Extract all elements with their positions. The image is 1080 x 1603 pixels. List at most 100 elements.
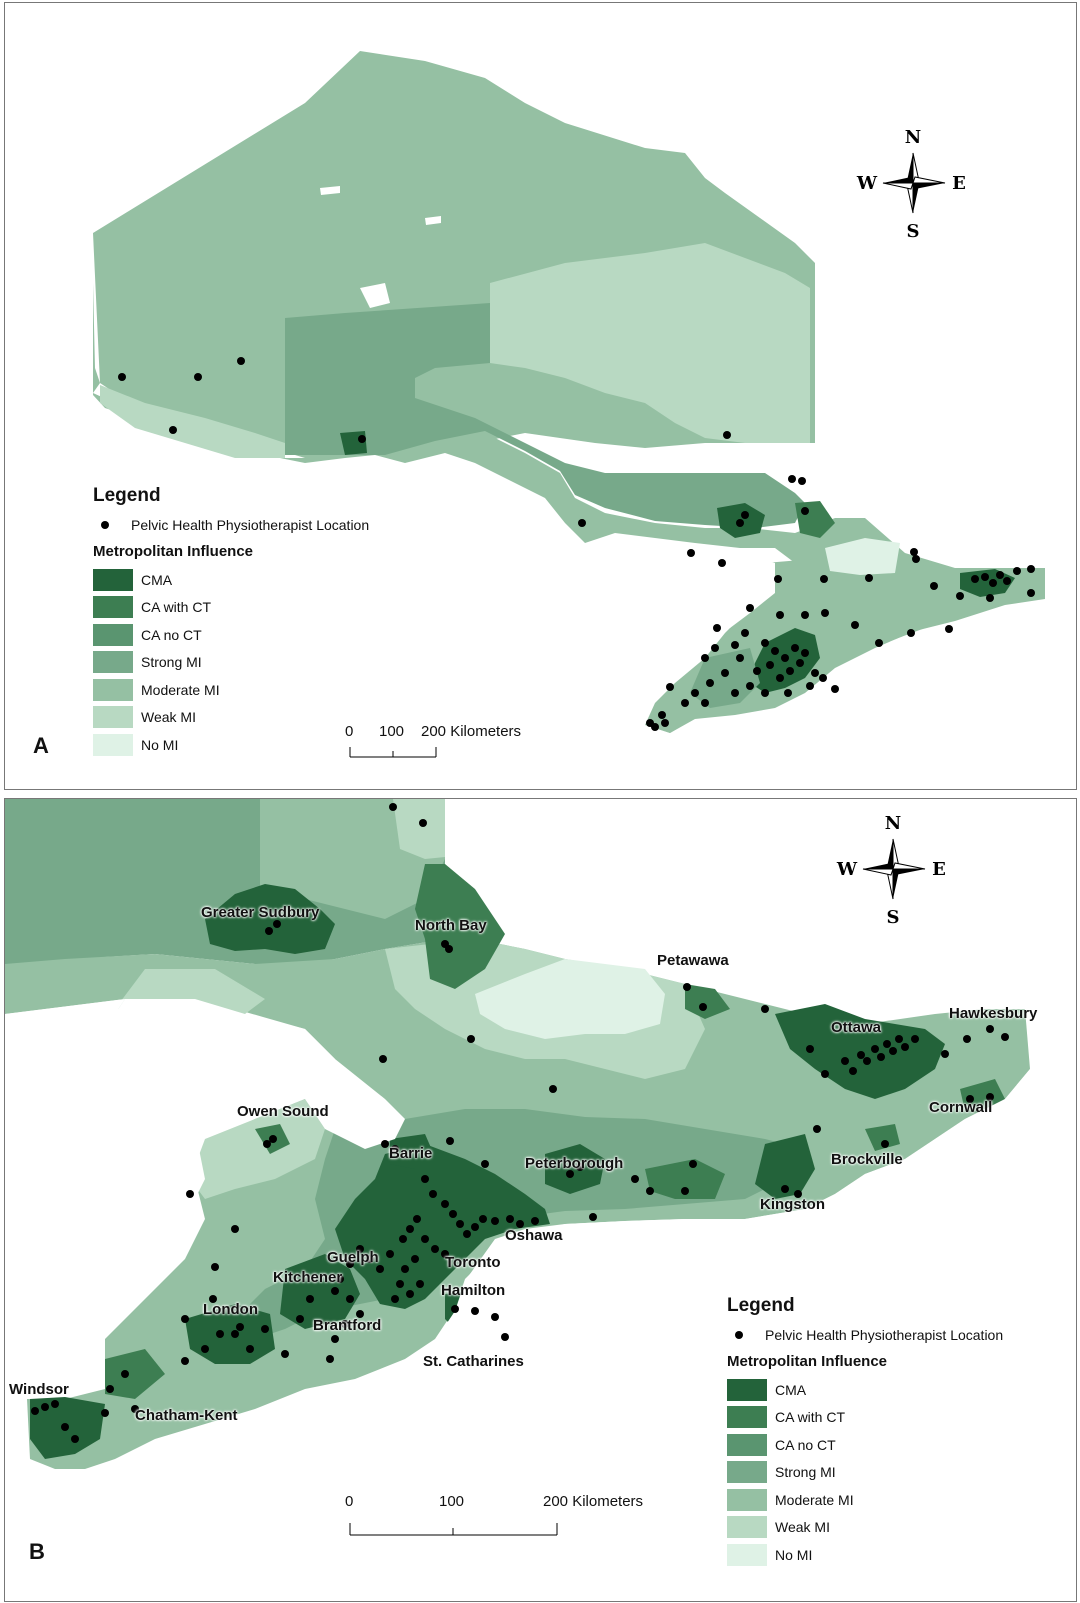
small-lake-2 bbox=[425, 216, 441, 225]
physio-locations-b bbox=[31, 803, 1009, 1443]
legend-swatch bbox=[93, 651, 133, 674]
ca-chatham-kent-b bbox=[105, 1349, 165, 1399]
map-panel-b: Greater Sudbury North Bay Petawawa Ottaw… bbox=[4, 798, 1077, 1602]
legend-b: Legend Pelvic Health Physiotherapist Loc… bbox=[727, 1295, 1003, 1569]
panel-label-b: B bbox=[29, 1539, 45, 1564]
legend-item: Weak MI bbox=[727, 1514, 1003, 1542]
legend-item: CMA bbox=[727, 1376, 1003, 1404]
legend-swatch bbox=[727, 1488, 767, 1511]
scale-bar-a: 0 100 200 Kilometers bbox=[345, 723, 545, 763]
city-label-st-catharines: St. Catharines bbox=[423, 1353, 524, 1370]
point-symbol bbox=[735, 1331, 743, 1339]
legend-item-label: CMA bbox=[141, 571, 173, 588]
legend-item-label: Weak MI bbox=[141, 709, 196, 726]
city-label-london: London bbox=[203, 1301, 258, 1318]
legend-point-label: Pelvic Health Physiotherapist Location bbox=[765, 1327, 1004, 1343]
cma-kitchener-b bbox=[280, 1254, 360, 1329]
legend-swatch bbox=[93, 623, 133, 646]
compass-w-label: W bbox=[836, 859, 858, 880]
physio-locations-a bbox=[118, 357, 1035, 731]
cma-greater-sudbury bbox=[205, 884, 335, 954]
city-label-guelph: Guelph bbox=[327, 1249, 379, 1266]
compass-rose-b: N S W E bbox=[836, 813, 946, 927]
scale-tick-0: 0 bbox=[345, 1493, 354, 1510]
compass-e-label: E bbox=[952, 173, 966, 194]
ca-petawawa-b bbox=[685, 984, 730, 1019]
legend-item-label: Strong MI bbox=[775, 1464, 836, 1481]
scale-tick-200: 200 Kilometers bbox=[543, 1493, 644, 1510]
legend-item: Moderate MI bbox=[727, 1486, 1003, 1514]
city-label-brockville: Brockville bbox=[831, 1151, 903, 1168]
city-label-petawawa: Petawawa bbox=[657, 952, 729, 969]
legend-swatch bbox=[93, 596, 133, 619]
legend-swatch bbox=[93, 568, 133, 591]
legend-item: No MI bbox=[727, 1541, 1003, 1569]
city-label-cornwall: Cornwall bbox=[929, 1099, 993, 1116]
scale-tick-0: 0 bbox=[345, 723, 354, 740]
small-lake bbox=[320, 186, 340, 195]
compass-n-label: N bbox=[885, 813, 901, 834]
cma-gta-b bbox=[335, 1144, 550, 1309]
city-label-barrie: Barrie bbox=[389, 1145, 433, 1162]
legend-title: Legend bbox=[727, 1295, 795, 1316]
ca-belleville-b bbox=[645, 1159, 725, 1199]
compass-e-label: E bbox=[932, 859, 946, 880]
southern-ontario-map-b bbox=[5, 799, 1076, 1601]
legend-a: Legend Pelvic Health Physiotherapist Loc… bbox=[93, 485, 369, 759]
lake-nipigon bbox=[360, 283, 390, 308]
legend-item-label: CA with CT bbox=[141, 599, 212, 616]
city-label-hawkesbury: Hawkesbury bbox=[949, 1005, 1038, 1022]
panel-label-a: A bbox=[33, 733, 49, 758]
scale-line-b bbox=[349, 1523, 558, 1536]
legend-swatch bbox=[727, 1543, 767, 1566]
map-panel-a: N S W E Legend Pelvic Health Physiothera… bbox=[4, 2, 1077, 790]
legend-subtitle: Metropolitan Influence bbox=[727, 1353, 888, 1370]
legend-swatch bbox=[727, 1378, 767, 1401]
legend-swatch bbox=[727, 1516, 767, 1539]
legend-item: No MI bbox=[93, 731, 369, 759]
legend-item-label: CA no CT bbox=[141, 626, 202, 643]
weak-mi-region-west bbox=[100, 385, 285, 458]
legend-item-label: CA no CT bbox=[775, 1436, 836, 1453]
legend-swatch bbox=[727, 1433, 767, 1456]
north-weak-mi-b bbox=[393, 799, 445, 859]
legend-item-label: Moderate MI bbox=[141, 681, 220, 698]
legend-point-row: Pelvic Health Physiotherapist Location bbox=[93, 517, 369, 533]
legend-item-label: Moderate MI bbox=[775, 1491, 854, 1508]
scale-tick-100: 100 bbox=[379, 723, 405, 740]
legend-title: Legend bbox=[93, 485, 161, 506]
legend-swatch bbox=[93, 678, 133, 701]
city-label-north-bay: North Bay bbox=[415, 917, 487, 934]
legend-item: CA no CT bbox=[727, 1431, 1003, 1459]
compass-n-label: N bbox=[905, 127, 921, 148]
legend-item: Moderate MI bbox=[93, 676, 369, 704]
compass-w-label: W bbox=[856, 173, 878, 194]
legend-item: Weak MI bbox=[93, 704, 369, 732]
city-label-oshawa: Oshawa bbox=[505, 1227, 563, 1244]
point-symbol bbox=[101, 521, 109, 529]
city-label-chatham-kent: Chatham-Kent bbox=[135, 1407, 238, 1424]
scale-line-a bbox=[349, 747, 437, 758]
weak-mi-region-north bbox=[490, 243, 810, 443]
cma-barrie-b bbox=[390, 1134, 435, 1169]
cma-kingston-b bbox=[755, 1134, 815, 1199]
legend-subtitle: Metropolitan Influence bbox=[93, 543, 254, 560]
no-mi-region bbox=[825, 538, 900, 575]
legend-items-a: CMA CA with CT CA no CT Strong MI Moderate M… bbox=[93, 566, 369, 759]
scale-bar-b: 0 100 200 Kilometers bbox=[345, 1493, 675, 1543]
legend-item: Strong MI bbox=[93, 649, 369, 677]
cma-peterborough-b bbox=[545, 1144, 605, 1194]
legend-items-b: CMA CA with CT CA no CT Strong MI Moderate M… bbox=[727, 1376, 1003, 1569]
lake-huron-water-b bbox=[5, 999, 205, 1379]
legend-item: CA no CT bbox=[93, 621, 369, 649]
strong-mi-south-a bbox=[690, 648, 760, 708]
city-label-peterborough: Peterborough bbox=[525, 1155, 624, 1172]
city-label-ottawa: Ottawa bbox=[831, 1019, 882, 1036]
legend-item-label: No MI bbox=[141, 736, 179, 753]
compass-s-label: S bbox=[887, 907, 900, 927]
legend-item-label: CA with CT bbox=[775, 1409, 846, 1426]
legend-item-label: Weak MI bbox=[775, 1519, 830, 1536]
legend-point-row: Pelvic Health Physiotherapist Location bbox=[727, 1327, 1003, 1343]
city-label-hamilton: Hamilton bbox=[441, 1282, 506, 1299]
legend-swatch bbox=[93, 706, 133, 729]
